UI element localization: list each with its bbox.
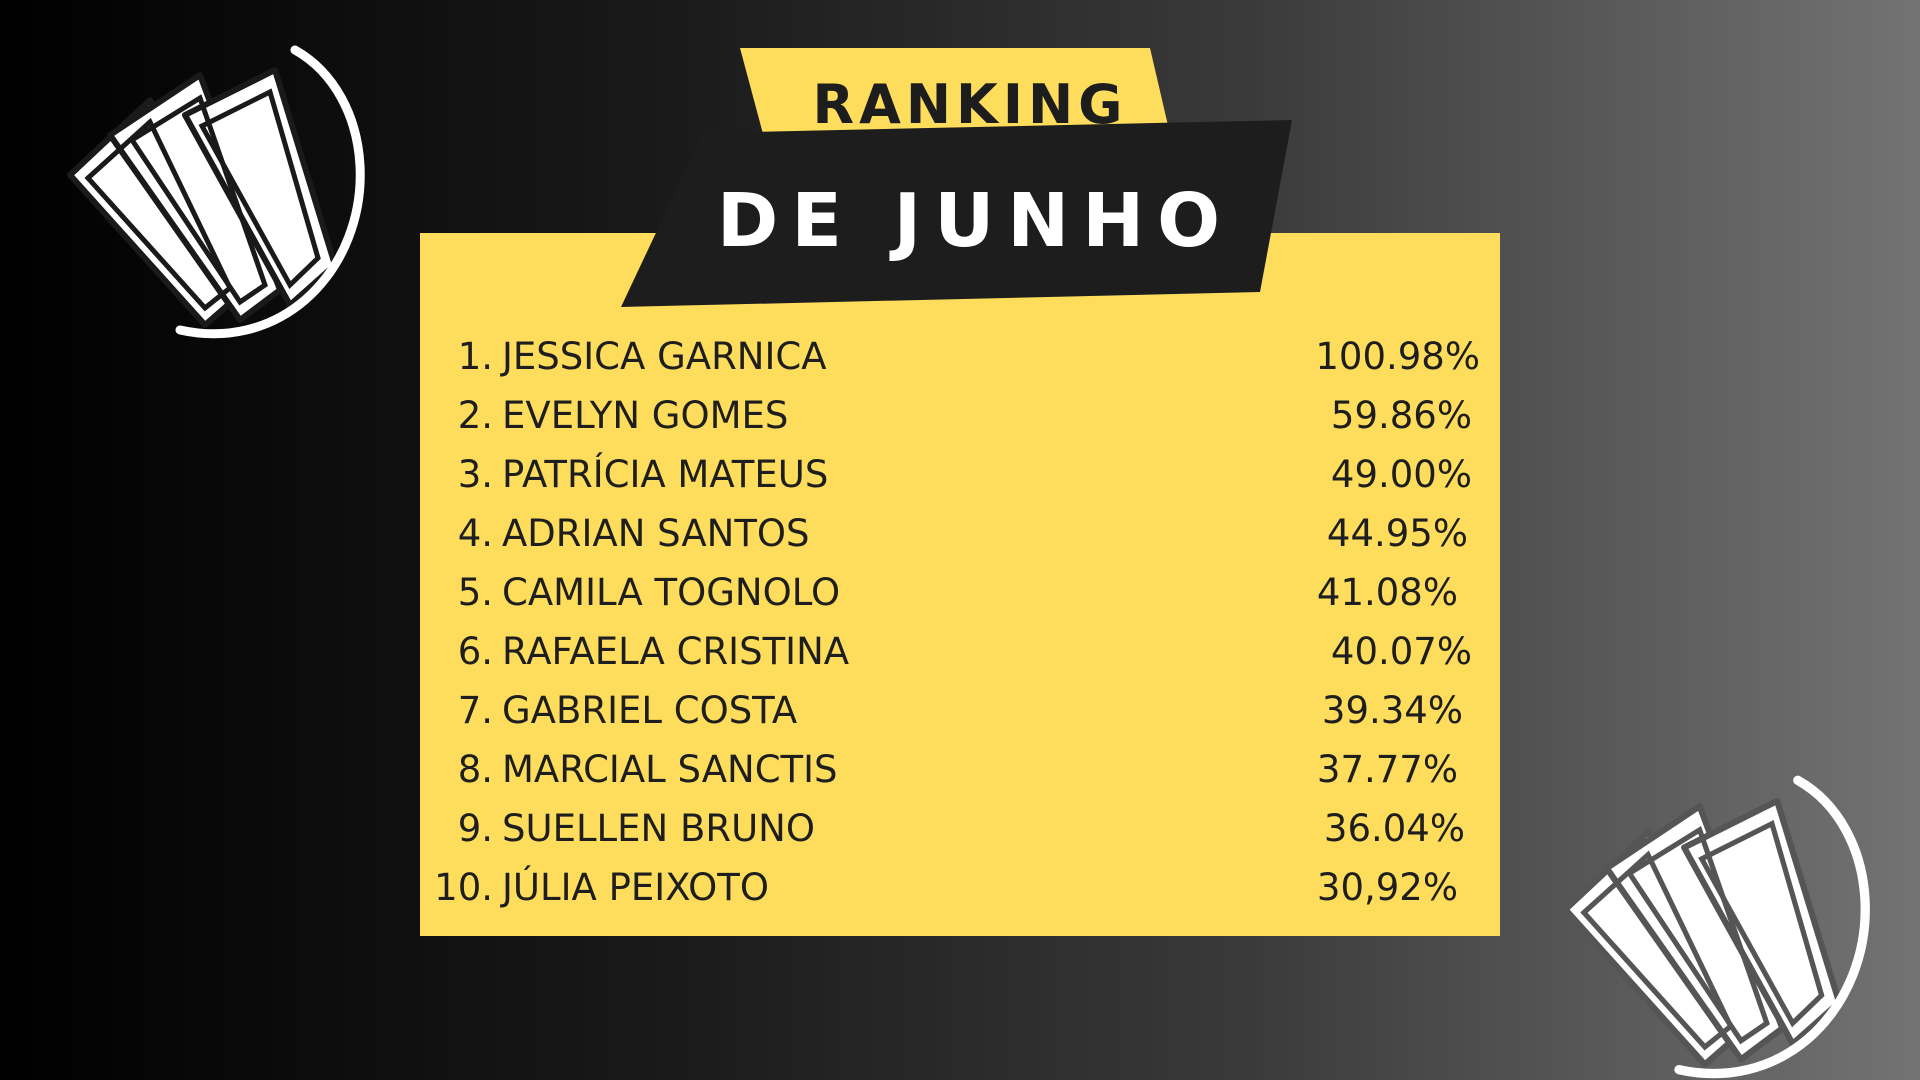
money-bills-icon: [67, 45, 365, 339]
ranking-row: 5. CAMILA TOGNOLO 41.08%: [430, 563, 1480, 622]
percentage-value: 37.77%: [1316, 748, 1458, 791]
rank-number: 6.: [457, 630, 493, 673]
ranking-panel: [420, 233, 1500, 936]
title-month: DE JUNHO: [716, 178, 1234, 264]
percentage-value: 49.00%: [1330, 453, 1472, 496]
participant-name: GABRIEL COSTA: [502, 689, 798, 732]
participant-name: EVELYN GOMES: [502, 394, 789, 437]
ranking-row: 7. GABRIEL COSTA 39.34%: [430, 681, 1480, 740]
participant-name: SUELLEN BRUNO: [502, 807, 815, 850]
ranking-list: 1. JESSICA GARNICA 100.98% 2. EVELYN GOM…: [430, 327, 1480, 917]
ranking-row: 4. ADRIAN SANTOS 44.95%: [430, 504, 1480, 563]
participant-name: CAMILA TOGNOLO: [502, 571, 841, 614]
rank-number: 10.: [434, 866, 493, 909]
participant-name: JÚLIA PEIXOTO: [502, 866, 770, 909]
money-bills-icon: [1562, 775, 1870, 1079]
ranking-row: 8. MARCIAL SANCTIS 37.77%: [430, 740, 1480, 799]
rank-number: 1.: [457, 335, 493, 378]
percentage-value: 100.98%: [1315, 335, 1480, 378]
ranking-row: 9. SUELLEN BRUNO 36.04%: [430, 799, 1480, 858]
participant-name: RAFAELA CRISTINA: [502, 630, 850, 673]
ranking-row: 10. JÚLIA PEIXOTO 30,92%: [430, 858, 1480, 917]
participant-name: JESSICA GARNICA: [502, 335, 827, 378]
percentage-value: 30,92%: [1316, 866, 1458, 909]
ranking-row: 2. EVELYN GOMES 59.86%: [430, 386, 1480, 445]
percentage-value: 36.04%: [1323, 807, 1465, 850]
rank-number: 5.: [457, 571, 493, 614]
rank-number: 3.: [457, 453, 493, 496]
percentage-value: 59.86%: [1330, 394, 1472, 437]
rank-number: 4.: [457, 512, 493, 555]
ranking-row: 6. RAFAELA CRISTINA 40.07%: [430, 622, 1480, 681]
participant-name: ADRIAN SANTOS: [502, 512, 810, 555]
title-banner: [621, 48, 1292, 307]
rank-number: 8.: [457, 748, 493, 791]
rank-number: 2.: [457, 394, 493, 437]
percentage-value: 39.34%: [1321, 689, 1463, 732]
percentage-value: 44.95%: [1326, 512, 1468, 555]
title-ranking: RANKING: [812, 73, 1128, 136]
rank-number: 9.: [457, 807, 493, 850]
percentage-value: 40.07%: [1330, 630, 1472, 673]
participant-name: PATRÍCIA MATEUS: [502, 453, 829, 496]
ranking-row: 3. PATRÍCIA MATEUS 49.00%: [430, 445, 1480, 504]
ranking-row: 1. JESSICA GARNICA 100.98%: [430, 327, 1480, 386]
percentage-value: 41.08%: [1316, 571, 1458, 614]
rank-number: 7.: [457, 689, 493, 732]
participant-name: MARCIAL SANCTIS: [502, 748, 838, 791]
